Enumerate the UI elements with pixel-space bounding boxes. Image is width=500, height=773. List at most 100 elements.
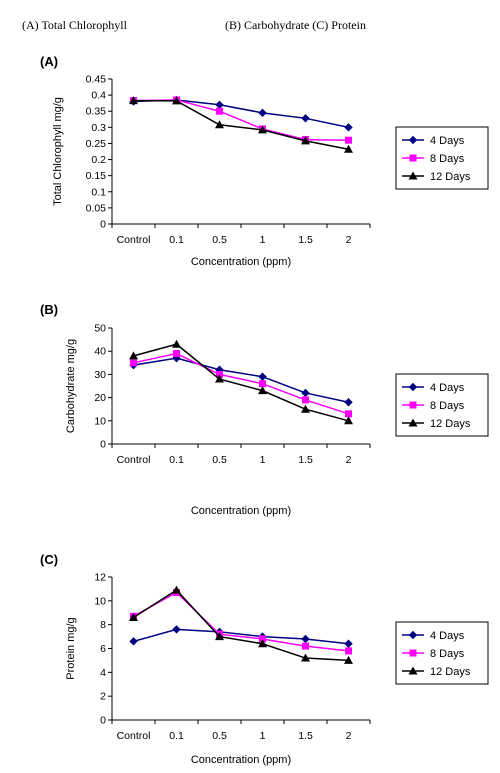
y-tick-label: 0 <box>100 439 106 451</box>
data-point <box>344 398 353 407</box>
data-point <box>129 351 138 360</box>
series-line <box>133 99 349 150</box>
y-tick-label: 0.4 <box>91 90 106 102</box>
data-point <box>172 353 181 363</box>
series-line <box>133 591 349 652</box>
data-point <box>344 639 353 648</box>
chart-panel-2: (B) 0 10 20 30 40 50 Control 0.1 0.5 1 1.5 2 Concentr… <box>40 302 489 517</box>
data-point <box>344 144 353 153</box>
y-tick-label: 0.2 <box>91 154 106 166</box>
x-tick-label: 0.5 <box>212 234 227 246</box>
data-point <box>302 642 309 650</box>
y-axis-title: Total Chlorophyll mg/g <box>52 97 64 206</box>
series-line <box>133 589 349 662</box>
data-point <box>301 136 310 145</box>
data-point <box>301 634 310 644</box>
y-tick-label: 0.15 <box>86 170 107 182</box>
chart-panel-1: (A) 0 0.05 0.1 0.15 0.2 0.25 0.3 0.35 0.4 0.45 Cont… <box>40 54 489 268</box>
x-tick-label: 1.5 <box>298 730 313 742</box>
data-point <box>259 635 266 643</box>
y-tick-label: 0.3 <box>91 122 106 134</box>
legend: 4 Days 8 Days 12 Days <box>395 126 489 190</box>
data-point <box>130 359 137 367</box>
y-tick-label: 10 <box>94 415 106 427</box>
y-tick-label: 0 <box>100 715 106 727</box>
x-tick-label: 1 <box>260 454 266 466</box>
data-point <box>215 120 224 129</box>
legend-label: 12 Days <box>430 666 471 678</box>
data-point <box>258 125 267 134</box>
data-point <box>215 632 224 641</box>
data-point <box>344 123 353 132</box>
legend-label: 12 Days <box>430 418 471 430</box>
data-point <box>301 114 310 123</box>
y-tick-label: 2 <box>100 691 106 703</box>
y-tick-label: 20 <box>94 392 106 404</box>
data-point <box>302 396 309 404</box>
x-tick-label: Control <box>117 454 151 466</box>
legend-label: 4 Days <box>430 382 465 394</box>
legend-marker <box>409 154 417 162</box>
x-axis-title: Concentration (ppm) <box>191 256 291 268</box>
data-point <box>172 625 181 634</box>
legend-label: 4 Days <box>430 135 465 147</box>
data-point <box>258 639 267 648</box>
data-point <box>345 136 352 144</box>
data-point <box>129 96 138 105</box>
data-point <box>172 585 181 594</box>
x-tick-label: 0.5 <box>212 454 227 466</box>
x-tick-label: 0.1 <box>169 454 184 466</box>
x-tick-label: 0.1 <box>169 234 184 246</box>
series-line <box>133 628 349 645</box>
y-tick-label: 40 <box>94 346 106 358</box>
legend-label: 8 Days <box>430 648 465 660</box>
x-tick-label: 2 <box>346 730 352 742</box>
series-line <box>133 99 349 141</box>
series-line <box>133 99 349 129</box>
data-point <box>345 647 352 655</box>
legend-label: 8 Days <box>430 153 465 165</box>
legend-marker <box>409 401 417 409</box>
data-point <box>301 653 310 662</box>
data-point <box>258 386 267 395</box>
x-tick-label: Control <box>117 730 151 742</box>
y-tick-label: 0.1 <box>91 186 106 198</box>
y-tick-label: 0.35 <box>86 106 107 118</box>
x-axis-title: Concentration (ppm) <box>191 754 291 766</box>
legend-marker <box>409 649 417 657</box>
data-point <box>129 613 138 622</box>
data-point <box>172 96 181 105</box>
panel-label: (A) <box>40 54 58 69</box>
data-point <box>172 339 181 348</box>
x-tick-label: 1.5 <box>298 234 313 246</box>
legend-marker <box>408 382 418 392</box>
y-axis-title: Protein mg/g <box>65 617 77 679</box>
data-point <box>215 100 224 109</box>
data-point <box>301 388 310 398</box>
legend-label: 8 Days <box>430 400 465 412</box>
panel-label: (B) <box>40 302 58 317</box>
y-tick-label: 50 <box>94 323 106 335</box>
legend-marker <box>408 630 418 640</box>
y-tick-label: 0.05 <box>86 202 107 214</box>
y-tick-label: 0.25 <box>86 138 107 150</box>
x-tick-label: Control <box>117 234 151 246</box>
data-point <box>344 655 353 664</box>
y-tick-label: 8 <box>100 619 106 631</box>
series-line <box>133 343 349 422</box>
y-tick-label: 12 <box>94 572 106 584</box>
legend-marker <box>408 418 418 427</box>
legend-marker <box>408 666 418 675</box>
x-tick-label: 0.5 <box>212 730 227 742</box>
x-tick-label: 0.1 <box>169 730 184 742</box>
series-line <box>133 352 349 415</box>
y-tick-label: 4 <box>100 667 106 679</box>
chart-panel-3: (C) 0 2 4 6 8 10 12 Control 0.1 0.5 1 1.5 2 Concentrat… <box>40 552 489 766</box>
x-tick-label: 2 <box>346 454 352 466</box>
legend-label: 4 Days <box>430 630 465 642</box>
legend-marker <box>408 171 418 180</box>
x-tick-label: 1.5 <box>298 454 313 466</box>
y-axis-title: Carbohydrate mg/g <box>65 339 77 433</box>
figure-caption-right: (B) Carbohydrate (C) Protein <box>225 18 366 32</box>
